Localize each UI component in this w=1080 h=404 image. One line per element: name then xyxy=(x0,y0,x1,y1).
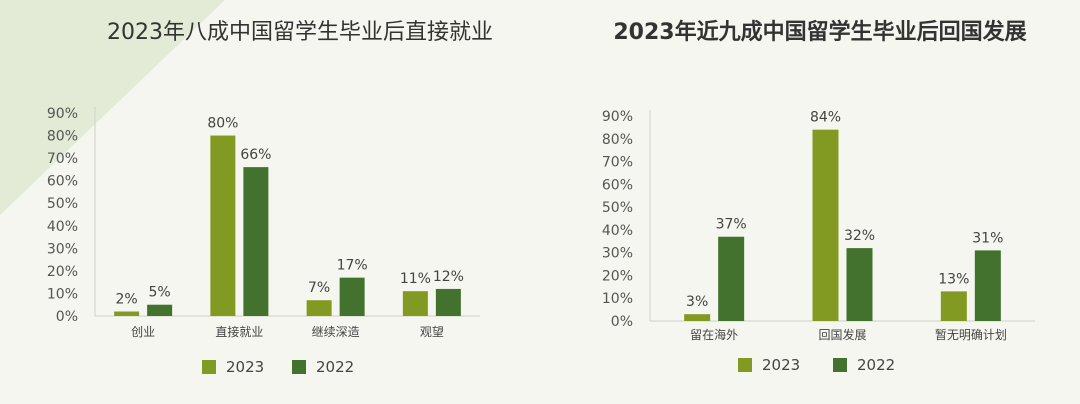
bar-data-label: 12% xyxy=(433,269,464,285)
legend-swatch-2022 xyxy=(833,358,847,372)
y-tick-label: 30% xyxy=(47,241,78,257)
y-tick-label: 40% xyxy=(47,219,78,235)
bar-data-label: 84% xyxy=(810,110,841,126)
legend-swatch-2023 xyxy=(202,360,216,374)
bar-2022 xyxy=(339,277,365,316)
bar-data-label: 31% xyxy=(972,230,1003,246)
corner-triangle xyxy=(0,0,225,215)
bar-2023 xyxy=(306,300,332,316)
right-chart-title: 2023年近九成中国留学生毕业后回国发展 xyxy=(613,20,1027,45)
y-tick-label: 80% xyxy=(47,129,78,145)
x-category-label: 暂无明确计划 xyxy=(935,328,1007,342)
x-category-label: 继续深造 xyxy=(312,325,360,339)
legend-label: 2023 xyxy=(762,356,800,374)
y-tick-label: 50% xyxy=(602,200,633,216)
y-tick-label: 70% xyxy=(47,151,78,167)
y-tick-label: 20% xyxy=(47,264,78,280)
legend-label: 2022 xyxy=(857,356,895,374)
x-category-label: 回国发展 xyxy=(818,327,866,342)
y-tick-label: 90% xyxy=(47,106,78,122)
bar-data-label: 37% xyxy=(716,217,747,233)
legend-swatch-2023 xyxy=(738,358,752,372)
bar-2022 xyxy=(435,288,461,316)
y-tick-label: 20% xyxy=(602,268,633,284)
bar-2023 xyxy=(940,291,967,321)
x-category-label: 观望 xyxy=(420,325,444,339)
x-category-label: 创业 xyxy=(131,325,155,339)
corner-decoration xyxy=(0,0,225,215)
legend-label: 2023 xyxy=(226,358,264,376)
y-tick-label: 90% xyxy=(602,109,633,125)
bar-data-label: 66% xyxy=(240,147,271,163)
legend-swatch-2022 xyxy=(292,360,306,374)
bar-data-label: 5% xyxy=(149,285,171,301)
bar-2022 xyxy=(718,236,745,321)
left-bar-chart: 0% 10% 20% 30% 40% 50% 60% 70% 80% 90% 创业 2% 5% 直接就业 8… xyxy=(47,106,480,376)
bar-2023 xyxy=(812,129,839,321)
y-tick-label: 60% xyxy=(602,177,633,193)
left-chart-title: 2023年八成中国留学生毕业后直接就业 xyxy=(107,20,493,45)
bar-data-label: 2% xyxy=(116,291,138,307)
bar-data-label: 7% xyxy=(308,280,330,296)
bar-2023 xyxy=(114,311,140,316)
y-tick-label: 40% xyxy=(602,223,633,239)
bar-2022 xyxy=(243,167,269,316)
y-tick-label: 10% xyxy=(602,291,633,307)
x-category-label: 留在海外 xyxy=(690,327,738,342)
y-tick-label: 30% xyxy=(602,246,633,262)
y-tick-label: 50% xyxy=(47,196,78,212)
bar-data-label: 80% xyxy=(207,116,238,132)
bar-data-label: 17% xyxy=(337,258,368,274)
bar-2023 xyxy=(402,291,428,316)
right-bar-chart: 0% 10% 20% 30% 40% 50% 60% 70% 80% 90% 留在海外 3% 37% 回国… xyxy=(602,109,1035,374)
bar-data-label: 32% xyxy=(844,228,875,244)
bar-data-label: 11% xyxy=(400,271,431,287)
x-category-label: 直接就业 xyxy=(215,324,263,339)
bar-2022 xyxy=(974,250,1001,321)
bar-2023 xyxy=(210,135,236,316)
y-tick-label: 60% xyxy=(47,174,78,190)
bar-2022 xyxy=(846,248,873,321)
legend-label: 2022 xyxy=(316,358,354,376)
y-tick-label: 0% xyxy=(611,314,633,330)
bar-2022 xyxy=(147,304,173,316)
y-tick-label: 10% xyxy=(47,286,78,302)
y-tick-label: 0% xyxy=(56,309,78,325)
y-tick-label: 80% xyxy=(602,132,633,148)
y-tick-label: 70% xyxy=(602,155,633,171)
bar-data-label: 13% xyxy=(938,271,969,287)
bar-2023 xyxy=(684,314,711,321)
bar-data-label: 3% xyxy=(686,294,708,310)
